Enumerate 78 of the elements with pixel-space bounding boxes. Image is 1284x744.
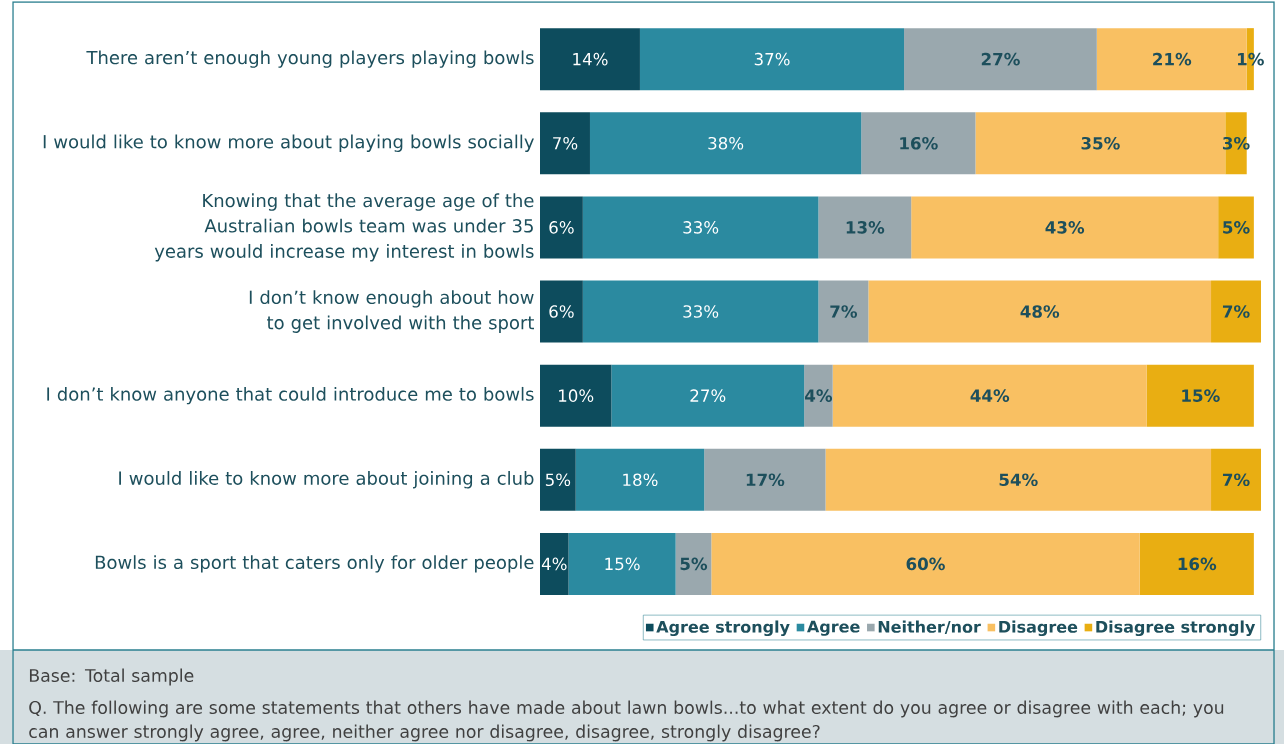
data-label: 5%	[680, 557, 708, 571]
bar	[818, 196, 912, 259]
bar	[861, 112, 976, 175]
data-label: 4%	[541, 557, 567, 571]
bar	[568, 532, 676, 595]
bar	[540, 196, 583, 259]
bar	[582, 196, 819, 259]
legend-label: Agree	[807, 620, 860, 636]
text: Q. The following are some statements that others have made about lawn bowls...to what extent do you agree or disagree with each; you can answer strongly agree, agree, neither agree nor disagree, disagree, strongly disagree?	[29, 700, 1224, 742]
data-label: 7%	[553, 136, 578, 150]
y-tick-label: I don’t know anyone that could introduce me to bowls	[47, 386, 534, 405]
data-label: 48%	[1020, 305, 1060, 318]
bar	[540, 532, 569, 595]
bar	[1139, 532, 1254, 595]
bar	[611, 364, 805, 427]
y-tick-label: There aren’t enough young players playing bowls	[86, 50, 534, 68]
data-label: 18%	[623, 473, 658, 487]
bar	[868, 280, 1212, 343]
data-label: 37%	[754, 52, 790, 66]
bar	[911, 196, 1219, 259]
bar	[1218, 196, 1254, 259]
bar	[540, 364, 612, 427]
data-label: 4%	[805, 389, 833, 402]
data-label: 16%	[1178, 557, 1217, 571]
data-label: 7%	[1222, 473, 1250, 487]
data-label: 5%	[545, 473, 571, 487]
data-label: 7%	[1222, 305, 1250, 318]
data-label: 6%	[549, 221, 574, 234]
bar	[540, 448, 576, 511]
data-label: 15%	[605, 557, 640, 571]
bar	[1211, 280, 1261, 343]
bar	[540, 112, 590, 175]
bar	[711, 532, 1140, 595]
data-label: 33%	[683, 221, 719, 234]
data-label: 14%	[573, 52, 608, 66]
bar	[1146, 364, 1254, 427]
y-tick-label: I don’t know enough about how to get involved with the sport	[249, 290, 534, 333]
y-tick-label: I would like to know more about playing bowls socially	[43, 134, 534, 152]
bar	[832, 364, 1147, 427]
data-label: 7%	[830, 305, 858, 318]
data-label: 5%	[1223, 221, 1250, 234]
text: Base: Total sample	[29, 668, 194, 686]
bar	[675, 532, 712, 595]
y-tick-label: Bowls is a sport that caters only for older people	[95, 555, 534, 573]
data-label: 60%	[906, 557, 945, 571]
bar	[639, 28, 905, 91]
bar	[540, 28, 640, 91]
data-label: 38%	[708, 136, 744, 150]
bar	[582, 280, 819, 343]
data-label: 21%	[1153, 52, 1192, 66]
bar	[904, 28, 1097, 91]
data-label: 27%	[690, 389, 726, 402]
data-label: 33%	[683, 305, 719, 318]
y-tick-label: Knowing that the average age of the Australian bowls team was under 35 years would increase my interest in bowls	[154, 193, 534, 262]
data-label: 17%	[746, 473, 785, 487]
bar	[825, 448, 1212, 511]
legend-label: Agree strongly	[656, 620, 790, 637]
data-label: 27%	[981, 52, 1020, 66]
bar	[804, 364, 833, 427]
data-label: 44%	[970, 389, 1010, 402]
data-label: 6%	[549, 305, 574, 318]
legend-label: Neither/nor	[878, 620, 981, 635]
bar	[818, 280, 869, 343]
bar	[575, 448, 705, 511]
data-label: 16%	[900, 136, 938, 150]
bar	[704, 448, 826, 511]
bar	[1211, 448, 1261, 511]
data-label: 13%	[846, 221, 885, 234]
bar	[589, 112, 862, 175]
data-label: 54%	[999, 473, 1038, 487]
data-label: 43%	[1045, 221, 1085, 234]
y-tick-label: I would like to know more about joining a club	[119, 471, 534, 489]
bar	[540, 280, 583, 343]
legend-label: Disagree strongly	[1096, 620, 1256, 637]
legend-label: Disagree	[999, 620, 1078, 637]
data-label: 10%	[559, 389, 594, 402]
data-label: 15%	[1182, 389, 1220, 402]
data-label: 35%	[1081, 136, 1120, 150]
